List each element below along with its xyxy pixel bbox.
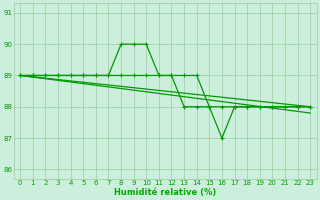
X-axis label: Humidité relative (%): Humidité relative (%)	[114, 188, 216, 197]
